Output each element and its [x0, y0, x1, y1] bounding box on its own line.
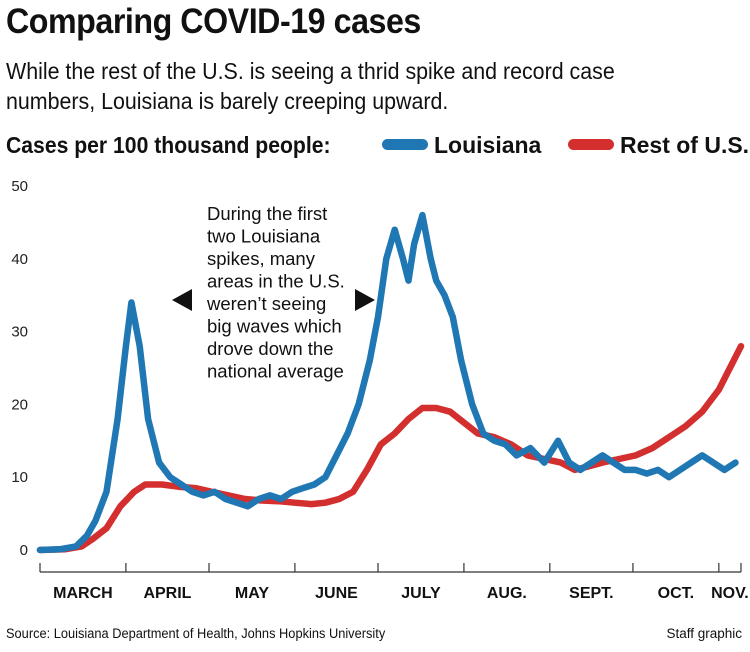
y-tick-label: 40 [11, 251, 28, 268]
source-note: Source: Louisiana Department of Health, … [6, 626, 386, 641]
series-line-rest-of-u-s [36, 342, 745, 554]
legend-item-louisiana: Louisiana [382, 132, 541, 159]
annotation: During the first two Louisiana spikes, man… [172, 203, 375, 382]
right-arrow-icon [355, 289, 375, 311]
annotation-line: During the first [207, 203, 327, 224]
month-label: JULY [401, 585, 441, 602]
month-label: OCT. [658, 585, 694, 602]
y-tick-label: 30 [11, 324, 28, 341]
month-label: MARCH [53, 585, 113, 602]
chart-title: Comparing COVID-19 cases [6, 2, 421, 41]
annotation-line: national average [207, 361, 344, 382]
legend-label-louisiana: Louisiana [434, 132, 542, 158]
annotation-line: spikes, many [207, 248, 316, 269]
month-label: NOV. [711, 585, 749, 602]
chart-subtitle: While the rest of the U.S. is seeing a t… [6, 58, 615, 114]
annotation-line: big waves which [207, 316, 342, 337]
annotation-text: During the first two Louisiana spikes, man… [206, 203, 345, 382]
month-label: MAY [235, 585, 269, 602]
y-tick-label: 10 [11, 469, 28, 486]
series-line-louisiana [36, 211, 739, 554]
legend: Cases per 100 thousand people: Louisiana… [6, 132, 749, 160]
legend-item-rest-of-us: Rest of U.S. [568, 132, 749, 159]
legend-swatch-rest-of-us [568, 139, 614, 151]
annotation-line: two Louisiana [207, 226, 321, 247]
month-label: APRIL [143, 585, 191, 602]
month-label: AUG. [487, 585, 527, 602]
annotation-line: areas in the U.S. [207, 271, 345, 292]
series-layer [36, 211, 745, 554]
y-axis: 0 10 20 30 40 50 [11, 178, 28, 559]
y-tick-label: 0 [20, 542, 28, 559]
month-label: SEPT. [569, 585, 613, 602]
staff-credit: Staff graphic [666, 626, 742, 641]
legend-swatch-louisiana [382, 139, 428, 151]
x-axis: MARCH APRIL MAY JUNE JULY AUG. SEPT. OCT. NOV. [39, 563, 749, 602]
annotation-line: weren’t seeing [206, 293, 326, 314]
legend-title: Cases per 100 thousand people: [6, 132, 331, 158]
month-label: JUNE [315, 585, 358, 602]
y-tick-label: 50 [11, 178, 28, 195]
left-arrow-icon [172, 289, 192, 311]
annotation-line: drove down the [207, 338, 334, 359]
legend-label-rest-of-us: Rest of U.S. [620, 132, 750, 158]
line-chart: 0 10 20 30 40 50 MARCH APRIL MAY JUNE JULY AUG. SEP… [11, 178, 749, 602]
y-tick-label: 20 [11, 396, 28, 413]
